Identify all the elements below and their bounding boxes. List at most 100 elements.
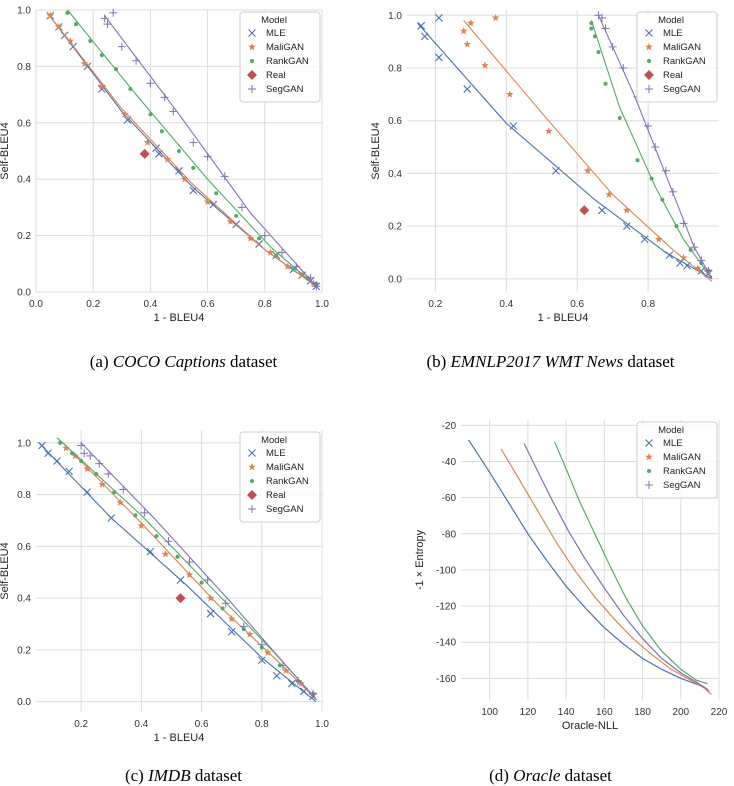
point-seggan (668, 187, 677, 196)
y-tick-label: 1.0 (17, 6, 31, 17)
legend-title: Model (261, 15, 287, 26)
y-tick-label: 0.6 (17, 118, 31, 129)
legend-label-mle: MLE (266, 448, 286, 459)
y-axis-label: Self-BLEU4 (370, 122, 382, 179)
point-seggan (312, 282, 321, 291)
x-tick-label: 0.8 (255, 719, 269, 730)
series-real (175, 593, 186, 604)
legend-label-real: Real (266, 70, 286, 81)
y-tick-label: 0.0 (17, 288, 31, 299)
point-maligan (266, 248, 275, 256)
point-maligan (206, 594, 215, 602)
point-maligan (545, 127, 553, 135)
x-tick-label: 0.4 (143, 299, 157, 310)
point-mle (420, 32, 429, 41)
series-line-rankgan (554, 441, 708, 685)
point-seggan (117, 42, 126, 51)
legend-marker-seggan (645, 481, 653, 489)
y-tick-label: -160 (436, 674, 456, 685)
point-seggan (644, 121, 653, 130)
point-seggan (237, 203, 246, 212)
x-axis-label: 1 - BLEU4 (154, 732, 205, 744)
x-axis-label: Oracle-NLL (562, 720, 618, 732)
point-rankgan (154, 534, 159, 539)
y-tick-label: 0.6 (388, 116, 402, 127)
point-mle (176, 576, 185, 584)
y-tick-label: 0.0 (388, 274, 402, 285)
caption-emnlp: (b) EMNLP2017 WMT News dataset (367, 352, 734, 372)
point-seggan (203, 576, 212, 585)
point-maligan (55, 22, 63, 31)
point-rankgan (94, 471, 99, 476)
point-seggan (220, 172, 229, 181)
point-rankgan (199, 580, 204, 585)
legend-label-mle: MLE (266, 28, 286, 39)
point-rankgan (148, 112, 153, 117)
y-tick-label: -100 (436, 565, 456, 576)
point-mle (417, 21, 426, 30)
point-rankgan (589, 26, 594, 31)
point-maligan (116, 498, 125, 506)
point-maligan (46, 11, 55, 19)
x-tick-label: 100 (481, 707, 498, 718)
legend-label-rankgan: RankGAN (266, 476, 309, 487)
point-real (175, 593, 186, 604)
point-mle (257, 656, 266, 665)
caption-suffix: dataset (194, 766, 243, 785)
point-seggan (292, 262, 301, 271)
series-real (579, 205, 590, 216)
point-maligan (506, 90, 514, 98)
y-tick-label: 0.8 (388, 63, 402, 74)
point-maligan (283, 262, 292, 270)
point-rankgan (617, 116, 622, 121)
point-mle (209, 200, 218, 209)
point-maligan (297, 679, 305, 687)
x-tick-label: 0.2 (74, 719, 88, 730)
point-seggan (77, 441, 86, 450)
caption-label: (b) (426, 352, 447, 371)
point-seggan (306, 273, 315, 282)
point-mle (44, 449, 52, 458)
caption-imdb: (c) IMDB dataset (0, 766, 367, 786)
point-mle (435, 14, 443, 22)
series-maligan (62, 442, 317, 700)
chart-emnlp: 0.2 0.4 0.6 0.8 0.0 0.2 0.4 0.6 0.8 1.0 1 - BLEU4 S… (370, 10, 719, 324)
point-maligan (83, 464, 91, 473)
legend-box (636, 11, 718, 103)
point-rankgan (234, 213, 239, 218)
point-mle (227, 627, 236, 636)
point-seggan (86, 451, 95, 460)
legend: Model MLE MaliGAN RankGAN Real SegGAN (636, 11, 718, 103)
legend-label-maligan: MaliGAN (663, 42, 701, 53)
legend-label-mle: MLE (663, 28, 683, 39)
x-tick-label: 120 (520, 707, 537, 718)
point-real (579, 205, 590, 216)
point-rankgan (274, 253, 279, 258)
point-rankgan (660, 197, 665, 202)
point-rankgan (177, 149, 181, 153)
series-seggan (100, 8, 321, 291)
legend-box (239, 11, 321, 103)
point-seggan (619, 63, 628, 72)
point-mle (463, 85, 472, 93)
point-rankgan (88, 39, 93, 44)
y-tick-label: 0.2 (388, 222, 402, 233)
point-mle (676, 259, 684, 267)
legend-marker-rankgan (250, 479, 254, 483)
caption-dataset-name: COCO Captions (112, 352, 226, 371)
trend-line-maligan (46, 12, 317, 287)
point-maligan (226, 217, 235, 225)
point-seggan (293, 676, 302, 685)
y-axis-label: Self-BLEU4 (0, 542, 11, 599)
point-seggan (189, 138, 198, 147)
point-seggan (104, 469, 113, 478)
legend-label-maligan: MaliGAN (663, 452, 701, 463)
legend: Model MLE MaliGAN RankGAN SegGAN (636, 421, 718, 499)
x-tick-label: 1.0 (315, 719, 329, 730)
point-rankgan (688, 247, 693, 252)
point-maligan (654, 235, 663, 243)
series-line-seggan (523, 443, 708, 690)
series-line-mle (468, 439, 710, 692)
point-rankgan (114, 67, 119, 72)
x-tick-label: 0.2 (86, 299, 100, 310)
